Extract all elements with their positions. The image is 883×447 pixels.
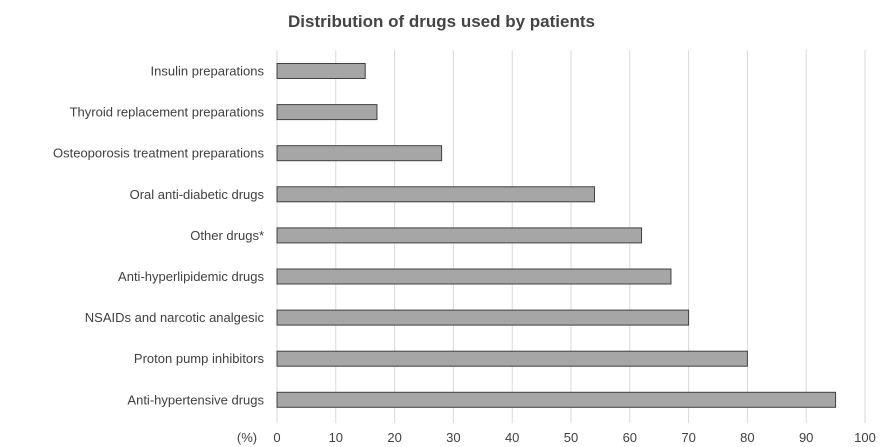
x-tick-label: 30: [446, 430, 460, 445]
bar: [276, 186, 596, 203]
category-label: Thyroid replacement preparations: [70, 105, 265, 120]
category-label: Proton pump inhibitors: [134, 351, 265, 366]
category-label: Insulin preparations: [151, 64, 265, 79]
x-tick-label: 20: [387, 430, 401, 445]
bar: [276, 63, 366, 79]
bars: [276, 63, 837, 408]
x-tick-label: 0: [273, 430, 280, 445]
bar: [276, 391, 837, 408]
category-label: Anti-hyperlipidemic drugs: [118, 269, 264, 284]
bar: [276, 104, 378, 121]
bar: [276, 227, 643, 244]
x-axis-unit-label: (%): [237, 430, 257, 445]
x-tick-label: 70: [681, 430, 695, 445]
bar: [276, 268, 672, 285]
x-tick-label: 80: [740, 430, 754, 445]
x-tick-label: 10: [329, 430, 343, 445]
category-labels: Insulin preparations Thyroid replacement …: [53, 64, 264, 408]
x-axis-ticks: 0 10 20 30 40 50 60 70 80 90 100 (%): [237, 430, 876, 445]
x-tick-label: 50: [564, 430, 578, 445]
x-tick-label: 40: [505, 430, 519, 445]
category-label: Other drugs*: [190, 228, 264, 243]
bar: [276, 350, 748, 367]
category-label: Anti-hypertensive drugs: [127, 392, 264, 407]
x-tick-label: 90: [799, 430, 813, 445]
category-label: NSAIDs and narcotic analgesic: [85, 310, 265, 325]
bar: [276, 145, 443, 162]
category-label: Oral anti-diabetic drugs: [130, 187, 265, 202]
x-tick-label: 100: [854, 430, 876, 445]
chart-title: Distribution of drugs used by patients: [288, 12, 595, 31]
x-tick-label: 60: [623, 430, 637, 445]
category-label: Osteoporosis treatment preparations: [53, 146, 264, 161]
bar: [276, 309, 690, 326]
